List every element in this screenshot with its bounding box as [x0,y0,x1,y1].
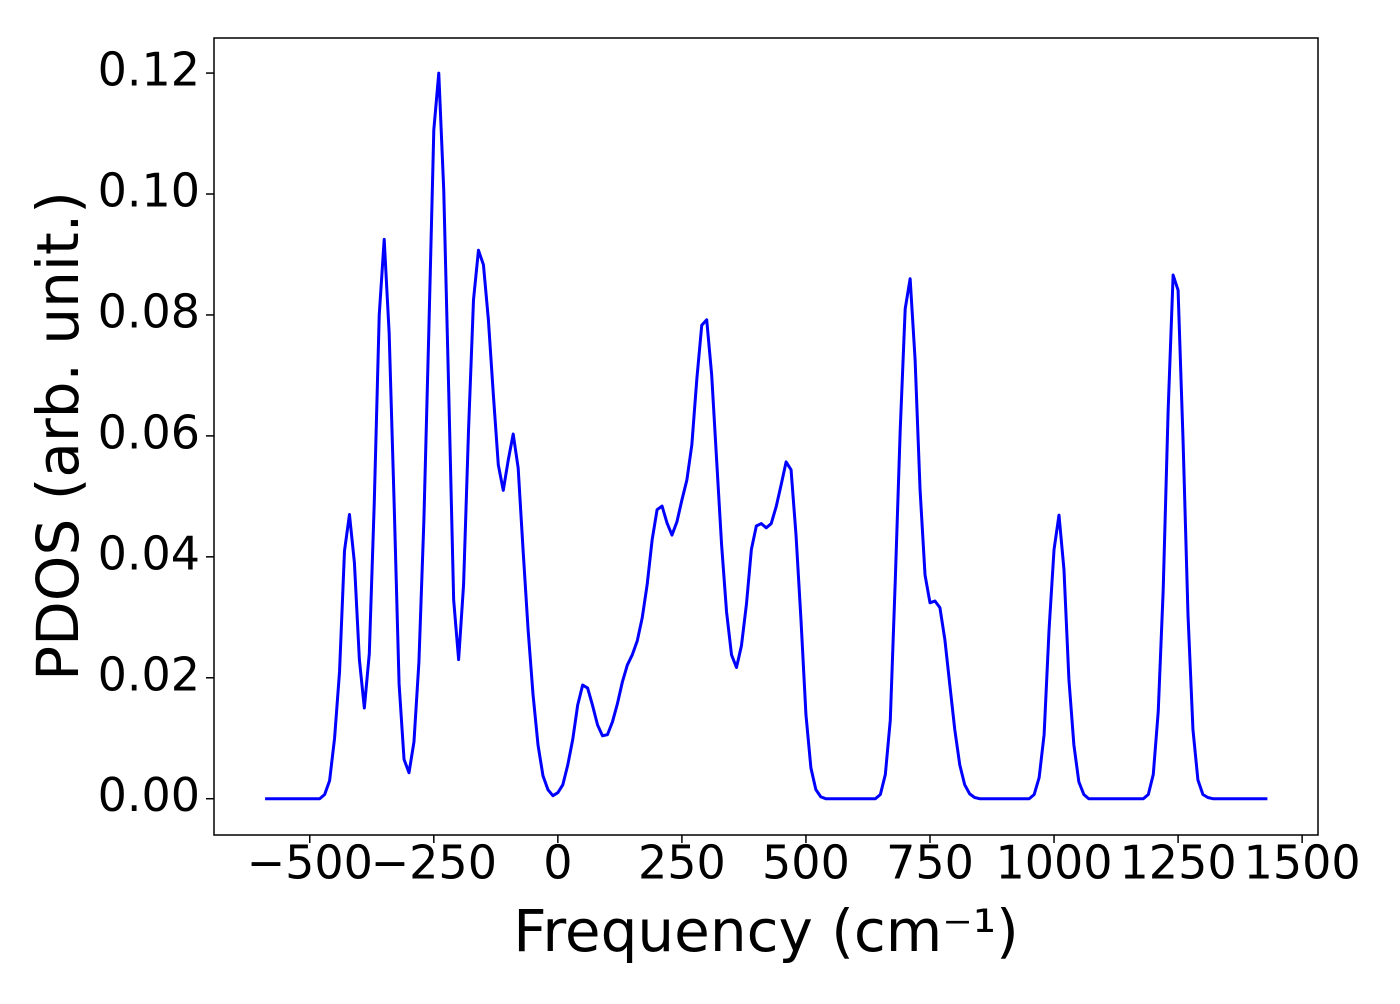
x-tick-label: −250 [371,836,497,890]
x-tick-label: 1500 [1244,836,1361,890]
y-tick-label: 0.06 [98,405,200,459]
y-tick-label: 0.08 [98,284,200,338]
pdos-line [265,71,1268,801]
x-tick-label: 500 [762,836,850,890]
plot-frame [213,37,1319,836]
y-tick-label: 0.04 [98,526,200,580]
y-tick-label: 0.02 [98,647,200,701]
x-tick-label: 250 [638,836,726,890]
x-tick-label: 1250 [1120,836,1237,890]
x-axis-title: Frequency (cm⁻¹) [513,897,1019,965]
x-tick-label: 750 [886,836,974,890]
x-tick-label: −500 [247,836,373,890]
x-tick-label: 1000 [995,836,1112,890]
y-tick-label: 0.10 [98,164,200,218]
x-tick-label: 0 [543,836,572,890]
y-tick-label: 0.12 [98,43,200,97]
y-axis-title: PDOS (arb. unit.) [24,191,92,681]
y-tick-label: 0.00 [98,768,200,822]
